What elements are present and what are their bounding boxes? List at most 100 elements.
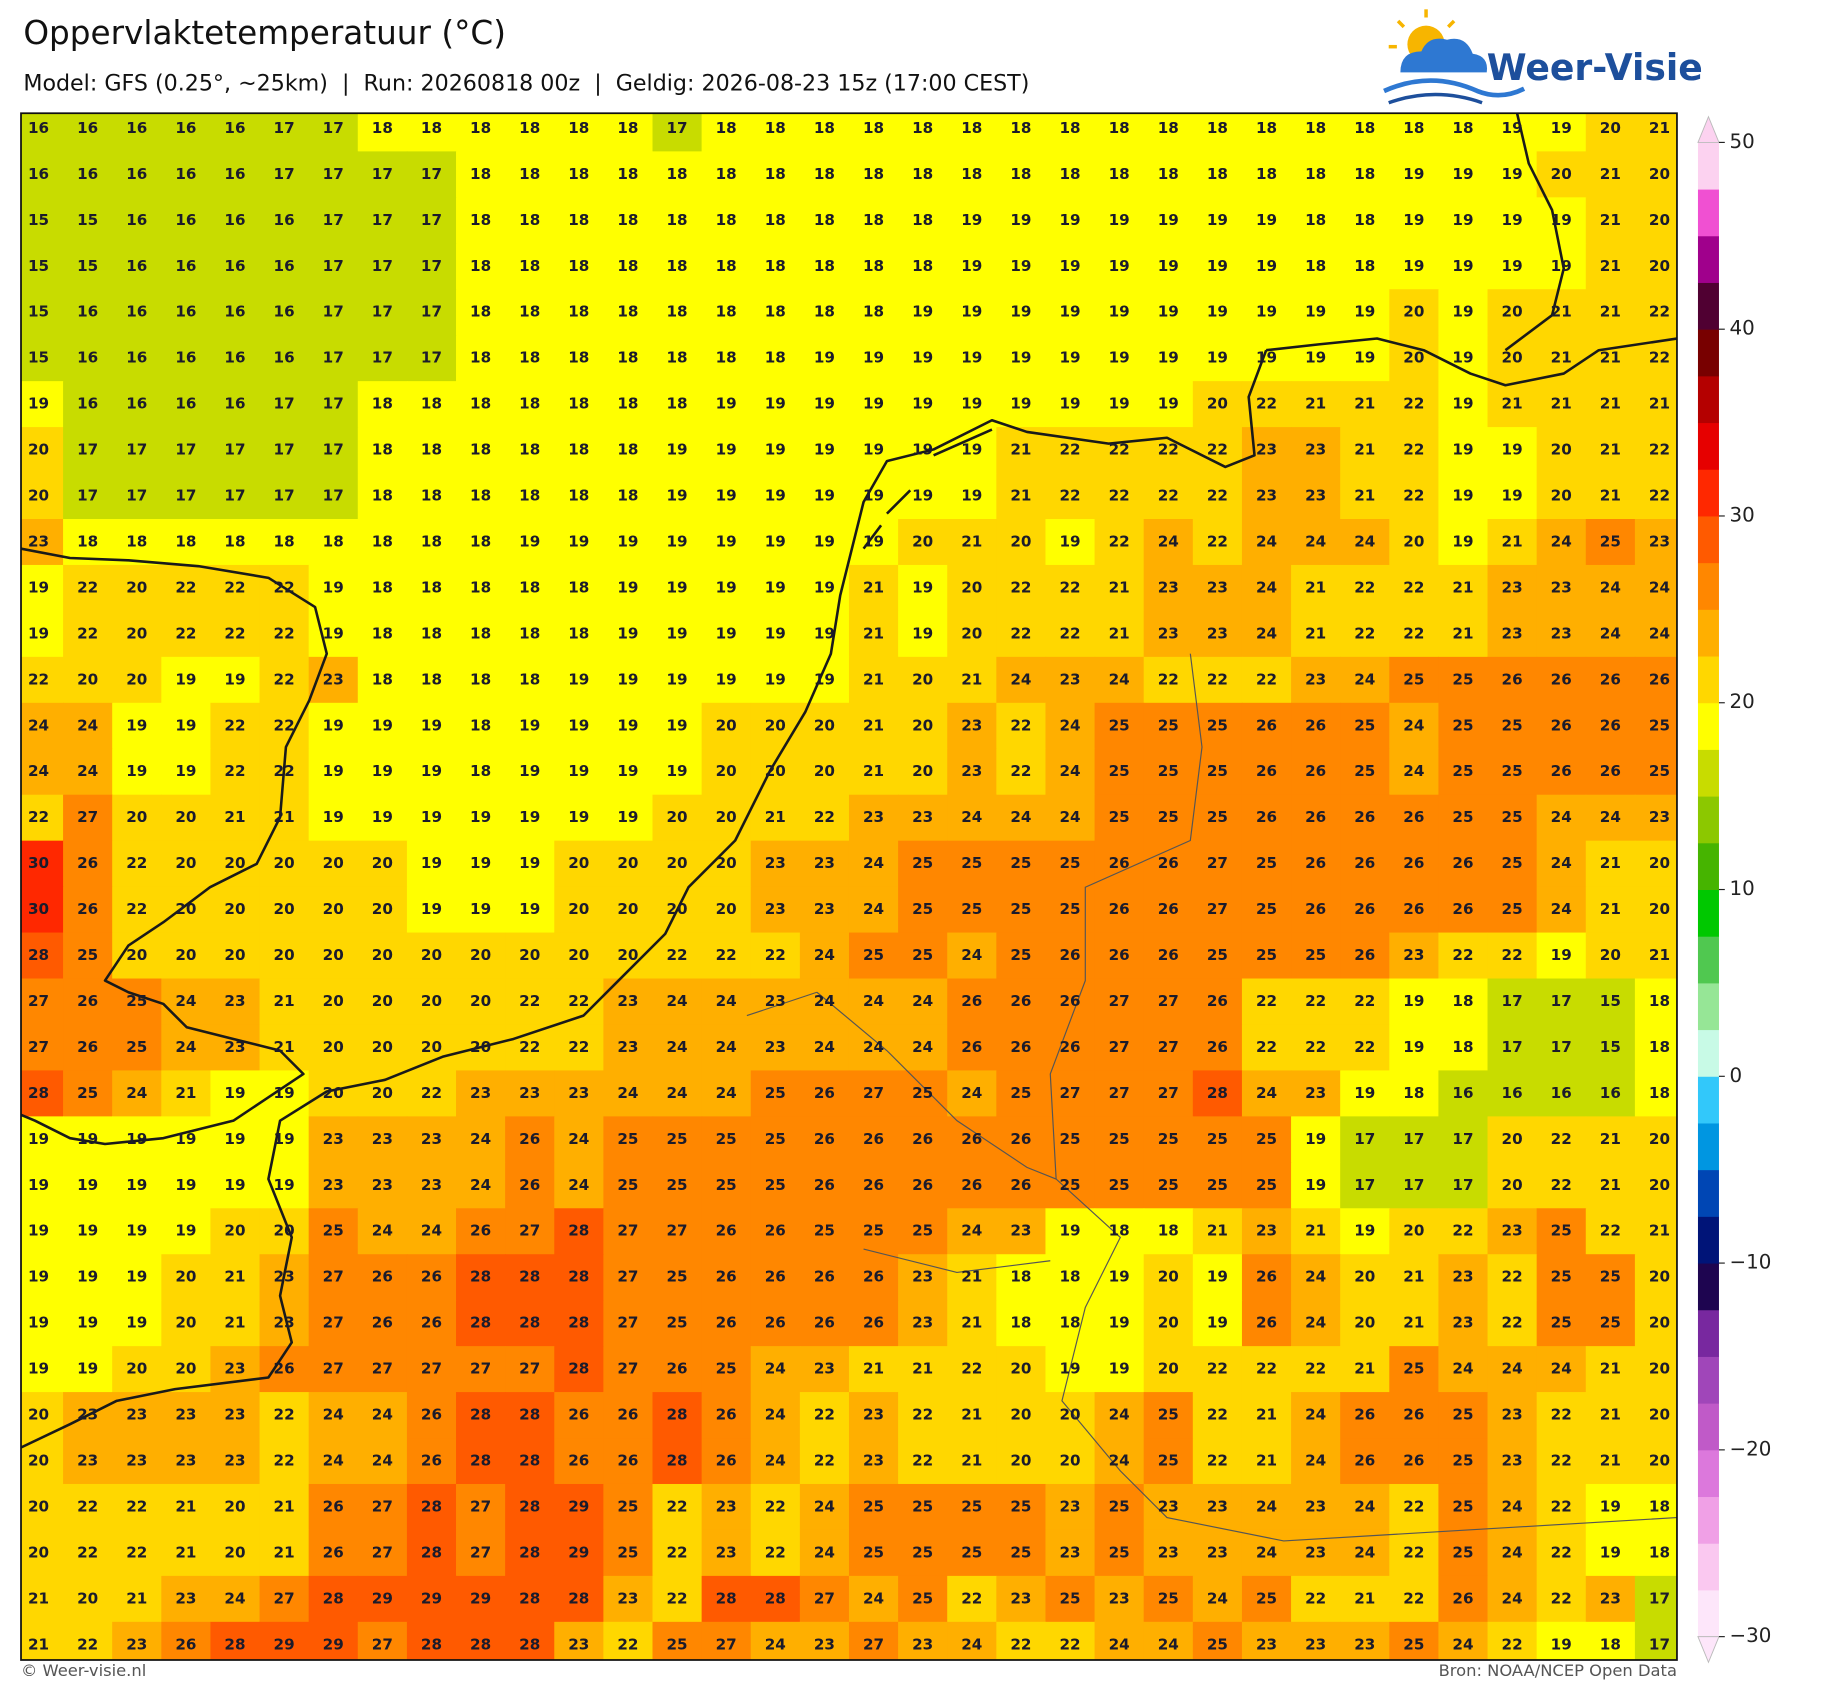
temperature-label: 25 bbox=[1305, 946, 1326, 964]
temperature-cell bbox=[1192, 1162, 1243, 1209]
temperature-label: 26 bbox=[1256, 762, 1277, 780]
temperature-cell bbox=[1585, 1300, 1636, 1347]
temperature-cell bbox=[701, 381, 752, 428]
temperature-label: 27 bbox=[372, 1543, 393, 1561]
temperature-cell bbox=[1487, 113, 1538, 152]
temperature-cell bbox=[406, 243, 457, 290]
temperature-label: 16 bbox=[224, 119, 245, 137]
temperature-label: 18 bbox=[519, 578, 540, 596]
temperature-label: 19 bbox=[667, 578, 688, 596]
temperature-label: 18 bbox=[1158, 119, 1179, 137]
temperature-label: 24 bbox=[814, 1497, 835, 1515]
temperature-cell bbox=[750, 1070, 801, 1117]
temperature-label: 21 bbox=[1600, 395, 1621, 413]
temperature-label: 17 bbox=[126, 441, 147, 459]
temperature-label: 22 bbox=[1059, 487, 1080, 505]
temperature-cell bbox=[1438, 1070, 1489, 1117]
temperature-cell bbox=[848, 151, 899, 198]
temperature-cell bbox=[63, 473, 113, 520]
temperature-label: 22 bbox=[1551, 1176, 1572, 1194]
temperature-label: 24 bbox=[372, 1452, 393, 1470]
temperature-label: 27 bbox=[1158, 1038, 1179, 1056]
temperature-label: 25 bbox=[1010, 946, 1031, 964]
temperature-label: 18 bbox=[1354, 257, 1375, 275]
temperature-label: 24 bbox=[1256, 1497, 1277, 1515]
temperature-cell bbox=[996, 702, 1047, 750]
temperature-cell bbox=[1438, 702, 1489, 750]
temperature-label: 18 bbox=[1403, 1084, 1424, 1102]
temperature-label: 25 bbox=[126, 992, 147, 1010]
temperature-cell bbox=[357, 197, 408, 244]
temperature-cell bbox=[308, 1483, 359, 1531]
temperature-label: 23 bbox=[1502, 578, 1523, 596]
temperature-label: 19 bbox=[961, 487, 982, 505]
temperature-label: 26 bbox=[1059, 1038, 1080, 1056]
temperature-cell bbox=[554, 1346, 604, 1393]
temperature-label: 25 bbox=[1551, 1314, 1572, 1332]
temperature-label: 20 bbox=[1403, 349, 1424, 367]
temperature-cell bbox=[1143, 794, 1194, 842]
temperature-label: 24 bbox=[765, 1452, 786, 1470]
temperature-cell bbox=[799, 1300, 850, 1347]
temperature-label: 26 bbox=[1551, 670, 1572, 688]
temperature-label: 20 bbox=[1649, 1130, 1670, 1148]
temperature-cell bbox=[63, 1070, 113, 1117]
temperature-label: 24 bbox=[1059, 808, 1080, 826]
temperature-cell bbox=[1389, 1208, 1440, 1255]
temperature-label: 25 bbox=[1551, 1222, 1572, 1240]
temperature-label: 18 bbox=[1452, 992, 1473, 1010]
temperature-cell bbox=[1585, 243, 1636, 290]
temperature-cell bbox=[456, 794, 506, 842]
temperature-label: 24 bbox=[1109, 1406, 1130, 1424]
temperature-label: 19 bbox=[1109, 1314, 1130, 1332]
temperature-cell bbox=[21, 1438, 64, 1485]
temperature-label: 26 bbox=[372, 1314, 393, 1332]
temperature-label: 15 bbox=[28, 211, 49, 229]
temperature-cell bbox=[1389, 381, 1440, 428]
temperature-cell bbox=[406, 427, 457, 474]
temperature-cell bbox=[701, 656, 752, 704]
temperature-cell bbox=[1045, 886, 1096, 934]
temperature-cell bbox=[406, 151, 457, 198]
temperature-label: 25 bbox=[961, 1497, 982, 1515]
temperature-label: 19 bbox=[1502, 441, 1523, 459]
temperature-label: 20 bbox=[1158, 1360, 1179, 1378]
temperature-label: 21 bbox=[1109, 578, 1130, 596]
temperature-label: 19 bbox=[224, 1084, 245, 1102]
temperature-label: 24 bbox=[224, 1589, 245, 1607]
temperature-cell bbox=[505, 197, 555, 244]
temperature-label: 26 bbox=[1354, 900, 1375, 918]
temperature-label: 26 bbox=[77, 854, 98, 872]
temperature-label: 26 bbox=[961, 1176, 982, 1194]
temperature-label: 22 bbox=[814, 1452, 835, 1470]
temperature-cell bbox=[1389, 473, 1440, 520]
temperature-label: 16 bbox=[224, 257, 245, 275]
temperature-cell bbox=[1585, 610, 1636, 658]
temperature-cell bbox=[652, 656, 703, 704]
temperature-cell bbox=[112, 197, 162, 244]
temperature-label: 23 bbox=[77, 1406, 98, 1424]
temperature-cell bbox=[554, 1392, 604, 1439]
temperature-label: 19 bbox=[1452, 395, 1473, 413]
temperature-cell bbox=[1094, 289, 1145, 336]
temperature-cell bbox=[898, 243, 948, 290]
temperature-label: 22 bbox=[1207, 532, 1228, 550]
temperature-label: 22 bbox=[28, 670, 49, 688]
temperature-label: 23 bbox=[617, 1038, 638, 1056]
temperature-cell bbox=[947, 1438, 997, 1485]
temperature-label: 26 bbox=[1109, 946, 1130, 964]
temperature-label: 24 bbox=[1109, 1635, 1130, 1653]
temperature-label: 21 bbox=[1600, 900, 1621, 918]
temperature-label: 16 bbox=[224, 395, 245, 413]
temperature-cell bbox=[1585, 427, 1636, 474]
temperature-cell bbox=[406, 656, 457, 704]
temperature-label: 23 bbox=[1305, 1084, 1326, 1102]
temperature-cell bbox=[996, 518, 1047, 566]
temperature-label: 19 bbox=[28, 1314, 49, 1332]
temperature-label: 18 bbox=[1452, 119, 1473, 137]
temperature-label: 26 bbox=[912, 1176, 933, 1194]
temperature-cell bbox=[1585, 1392, 1636, 1439]
temperature-label: 25 bbox=[1207, 1635, 1228, 1653]
temperature-cell bbox=[1438, 794, 1489, 842]
temperature-label: 25 bbox=[1256, 854, 1277, 872]
